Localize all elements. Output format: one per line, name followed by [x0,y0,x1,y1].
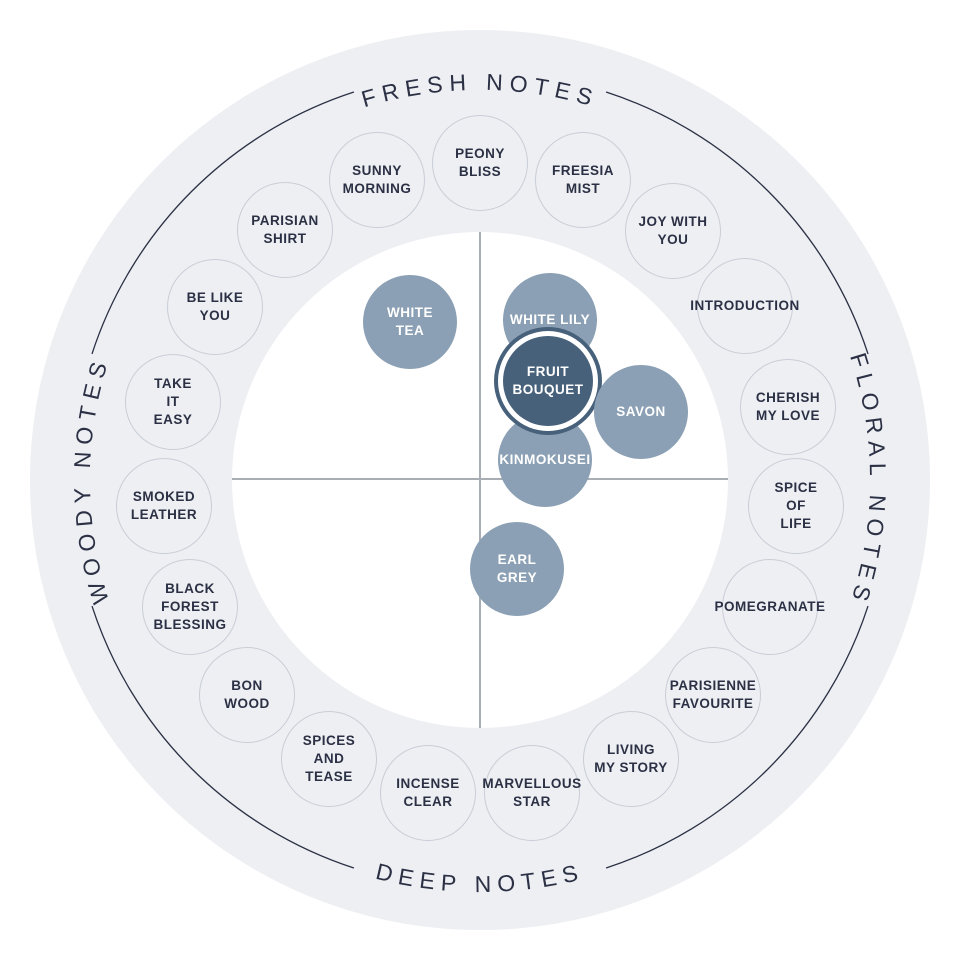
fragrance-label: LIVING MY STORY [594,742,668,775]
fragrance-fruit-bouquet[interactable]: FRUIT BOUQUET [503,336,593,426]
fragrance-label: KINMOKUSEI [499,452,591,468]
fragrance-label: PARISIAN SHIRT [251,213,319,246]
fragrance-pomegranate[interactable]: POMEGRANATE [715,559,825,655]
fragrance-spices-and-tease[interactable]: SPICES AND TEASE [281,711,377,807]
fragrance-label: SPICES AND TEASE [302,733,356,784]
fragrance-label: PARISIENNE FAVOURITE [669,678,757,711]
fragrance-introduction[interactable]: INTRODUCTION [690,258,799,354]
fragrance-label: EARL GREY [496,552,538,585]
fragrance-joy-with-you[interactable]: JOY WITH YOU [625,183,721,279]
fragrance-label: WHITE LILY [509,312,591,328]
fragrance-sunny-morning[interactable]: SUNNY MORNING [329,132,425,228]
fragrance-label: SAVON [616,404,666,420]
fragrance-savon[interactable]: SAVON [594,365,688,459]
fragrance-label: WHITE TEA [387,305,433,338]
fragrance-freesia-mist[interactable]: FREESIA MIST [535,132,631,228]
fragrance-label: BLACK FOREST BLESSING [153,581,227,632]
fragrance-label: BE LIKE YOU [186,290,244,323]
fragrance-label: INCENSE CLEAR [396,776,460,809]
quadrant-arc-top-left [91,91,355,355]
fragrance-label: PEONY BLISS [455,146,505,179]
fragrance-smoked-leather[interactable]: SMOKED LEATHER [116,458,212,554]
fragrance-label: JOY WITH YOU [638,214,708,247]
fragrance-be-like-you[interactable]: BE LIKE YOU [167,259,263,355]
fragrance-label: BON WOOD [224,678,270,711]
quadrant-arc-bottom-left [91,605,355,869]
fragrance-kinmokusei[interactable]: KINMOKUSEI [498,413,592,507]
fragrance-label: FRUIT BOUQUET [512,364,584,397]
fragrance-black-forest-blessing[interactable]: BLACK FOREST BLESSING [142,559,238,655]
fragrance-label: FREESIA MIST [551,163,614,196]
fragrance-label: TAKE IT EASY [153,376,193,427]
fragrance-parisienne-favourite[interactable]: PARISIENNE FAVOURITE [665,647,761,743]
fragrance-label: INTRODUCTION [690,298,800,314]
fragrance-white-tea[interactable]: WHITE TEA [363,275,457,369]
fragrance-label: SUNNY MORNING [342,163,412,196]
quadrant-arc-bottom-right [605,605,869,869]
quadrant-arc-top-right [605,91,869,355]
fragrance-parisian-shirt[interactable]: PARISIAN SHIRT [237,182,333,278]
fragrance-label: SPICE OF LIFE [774,480,818,531]
fragrance-label: CHERISH MY LOVE [755,390,821,423]
fragrance-marvellous-star[interactable]: MARVELLOUS STAR [482,745,582,841]
fragrance-label: SMOKED LEATHER [130,489,198,522]
fragrance-label: POMEGRANATE [714,599,826,615]
fragrance-label: MARVELLOUS STAR [482,776,582,809]
fragrance-peony-bliss[interactable]: PEONY BLISS [432,115,528,211]
fragrance-take-it-easy[interactable]: TAKE IT EASY [125,354,221,450]
fragrance-spice-of-life[interactable]: SPICE OF LIFE [748,458,844,554]
fragrance-bon-wood[interactable]: BON WOOD [199,647,295,743]
fragrance-earl-grey[interactable]: EARL GREY [470,522,564,616]
fragrance-incense-clear[interactable]: INCENSE CLEAR [380,745,476,841]
fragrance-living-my-story[interactable]: LIVING MY STORY [583,711,679,807]
fragrance-cherish-my-love[interactable]: CHERISH MY LOVE [740,359,836,455]
